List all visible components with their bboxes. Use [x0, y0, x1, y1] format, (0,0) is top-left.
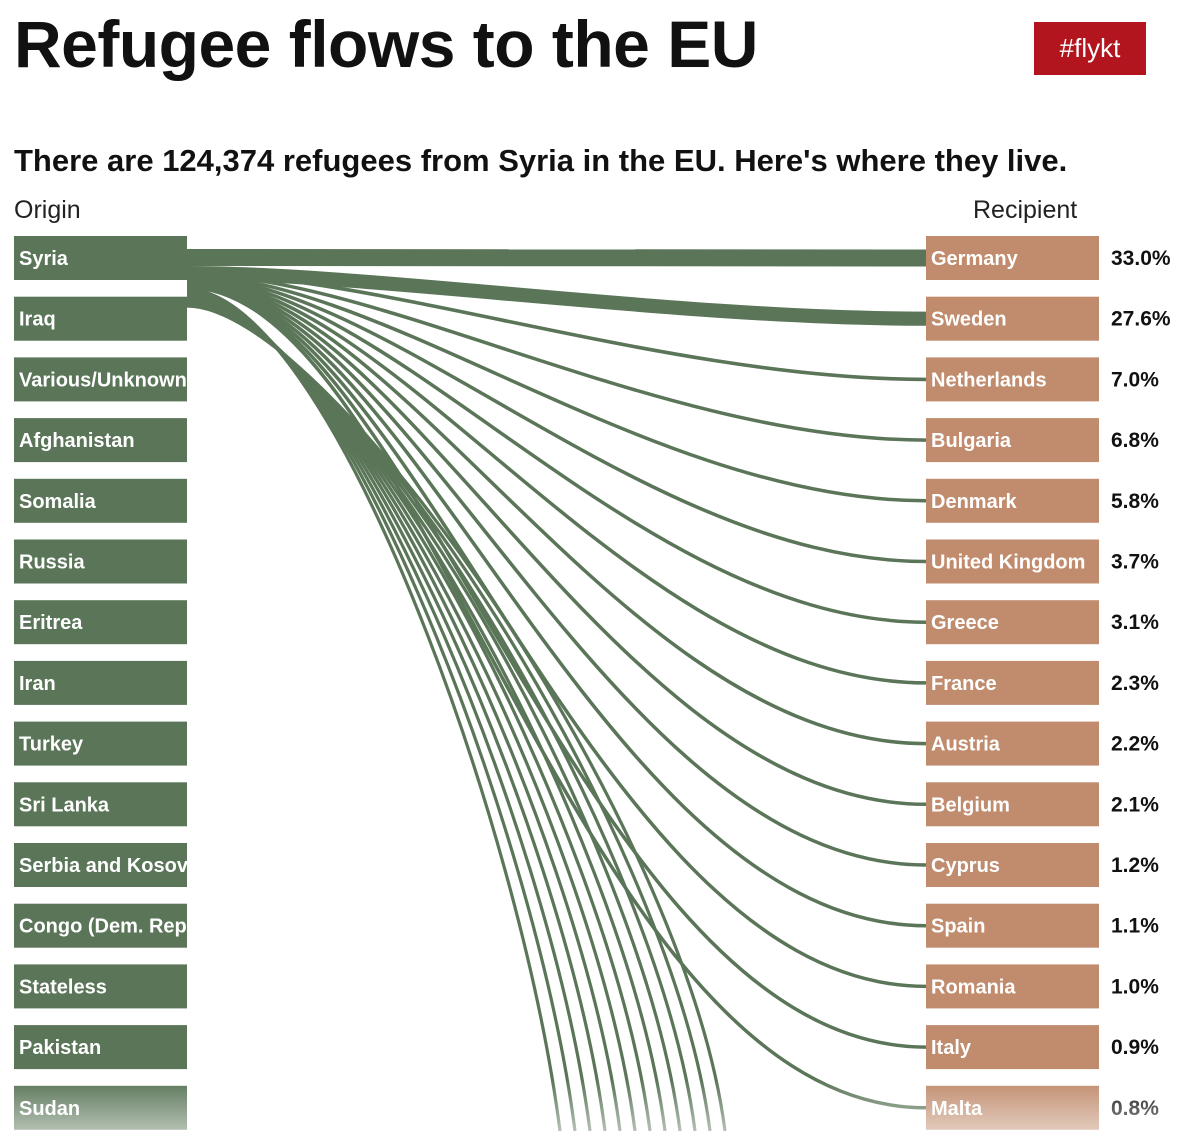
recipient-node-austria[interactable] — [926, 721, 1099, 766]
share-label-sweden: 27.6% — [1111, 308, 1171, 331]
recipient-node-spain[interactable] — [926, 903, 1099, 948]
recipient-label-italy: Italy — [931, 1037, 972, 1059]
origin-label-sudan: Sudan — [19, 1098, 80, 1120]
recipient-label-austria: Austria — [931, 734, 1001, 756]
origin-column-label: Origin — [14, 196, 81, 224]
recipient-label-united-kingdom: United Kingdom — [931, 552, 1085, 574]
share-label-germany: 33.0% — [1111, 247, 1171, 270]
origin-node-iran[interactable] — [14, 660, 187, 705]
recipient-node-bulgaria[interactable] — [926, 418, 1099, 463]
recipient-node-cyprus[interactable] — [926, 843, 1099, 887]
recipient-node-group: Germany Sweden Netherlands Bulgaria Denmark U… — [926, 236, 1099, 1130]
flow-syria-to-spain[interactable] — [186, 282, 927, 928]
origin-label-stateless: Stateless — [19, 976, 107, 998]
recipient-label-france: France — [931, 673, 997, 695]
origin-label-syria: Syria — [19, 248, 69, 270]
flow-syria-to-united-kingdom[interactable] — [186, 274, 927, 564]
recipient-label-bulgaria: Bulgaria — [931, 430, 1012, 452]
origin-label-various-unknown: Various/Unknown — [19, 369, 187, 391]
recipient-node-denmark[interactable] — [926, 478, 1099, 523]
share-label-denmark: 5.8% — [1111, 490, 1159, 513]
recipient-node-united-kingdom[interactable] — [926, 539, 1099, 584]
recipient-node-germany[interactable] — [926, 236, 1099, 280]
hashtag-button[interactable]: #flykt — [1034, 22, 1146, 75]
origin-node-somalia[interactable] — [14, 478, 187, 523]
recipient-label-romania: Romania — [931, 976, 1016, 998]
flow-syria-offscreen — [186, 304, 727, 1131]
origin-node-turkey[interactable] — [14, 721, 187, 766]
origin-label-congo-dem-rep: Congo (Dem. Rep — [19, 916, 187, 938]
recipient-node-sweden[interactable] — [926, 296, 1099, 341]
recipient-label-greece: Greece — [931, 612, 999, 634]
flow-syria-to-belgium[interactable] — [186, 279, 927, 807]
share-label-spain: 1.1% — [1111, 915, 1159, 938]
origin-node-serbia-and-kosovo[interactable] — [14, 843, 187, 887]
origin-label-russia: Russia — [19, 552, 85, 574]
origin-label-iran: Iran — [19, 673, 56, 695]
origin-label-afghanistan: Afghanistan — [19, 430, 135, 452]
recipient-label-germany: Germany — [931, 248, 1019, 270]
recipient-label-belgium: Belgium — [931, 794, 1010, 816]
origin-node-group: Syria Iraq Various/Unknown Afghanistan Somal… — [14, 236, 200, 1130]
recipient-node-netherlands[interactable] — [926, 357, 1099, 402]
origin-node-sri-lanka[interactable] — [14, 782, 187, 827]
recipient-node-france[interactable] — [926, 660, 1099, 705]
origin-label-sri-lanka: Sri Lanka — [19, 794, 110, 816]
recipient-label-netherlands: Netherlands — [931, 369, 1047, 391]
recipient-node-italy[interactable] — [926, 1025, 1099, 1070]
flow-syria-to-france[interactable] — [186, 277, 927, 685]
share-label-bulgaria: 6.8% — [1111, 429, 1159, 452]
share-label-malta: 0.8% — [1111, 1097, 1159, 1120]
recipient-label-malta: Malta — [931, 1098, 983, 1120]
flow-syria-to-sweden[interactable] — [186, 265, 927, 326]
flow-syria-to-denmark[interactable] — [186, 273, 927, 503]
origin-label-eritrea: Eritrea — [19, 612, 83, 634]
origin-node-congo-dem-rep[interactable] — [14, 903, 187, 948]
origin-node-various-unknown[interactable] — [14, 357, 187, 402]
recipient-column-label: Recipient — [973, 196, 1078, 224]
flow-syria-to-italy[interactable] — [186, 284, 927, 1049]
recipient-label-spain: Spain — [931, 916, 985, 938]
origin-label-somalia: Somalia — [19, 491, 97, 513]
flow-syria-to-germany[interactable] — [186, 249, 927, 267]
origin-node-pakistan[interactable] — [14, 1025, 187, 1070]
flow-syria-to-greece[interactable] — [186, 275, 927, 624]
share-label-netherlands: 7.0% — [1111, 368, 1159, 391]
origin-label-iraq: Iraq — [19, 309, 56, 331]
share-label-cyprus: 1.2% — [1111, 854, 1159, 877]
flow-syria-to-austria[interactable] — [186, 278, 927, 746]
origin-node-syria[interactable] — [14, 236, 187, 280]
share-label-belgium: 2.1% — [1111, 793, 1159, 816]
share-label-greece: 3.1% — [1111, 611, 1159, 634]
share-label-group: 33.0% 27.6% 7.0% 6.8% 5.8% 3.7% 3.1% 2.3% 2.2% 2.… — [1111, 247, 1171, 1120]
recipient-node-greece[interactable] — [926, 600, 1099, 645]
share-label-austria: 2.2% — [1111, 733, 1159, 756]
share-label-france: 2.3% — [1111, 672, 1159, 695]
recipient-label-cyprus: Cyprus — [931, 855, 1000, 877]
recipient-label-sweden: Sweden — [931, 309, 1007, 331]
flow-syria-to-netherlands[interactable] — [186, 270, 927, 382]
origin-node-stateless[interactable] — [14, 964, 187, 1009]
page-title: Refugee flows to the EU — [14, 7, 758, 81]
origin-node-iraq[interactable] — [14, 296, 187, 341]
chart-subtitle: There are 124,374 refugees from Syria in… — [14, 143, 1068, 178]
share-label-romania: 1.0% — [1111, 975, 1159, 998]
origin-node-eritrea[interactable] — [14, 600, 187, 645]
origin-node-afghanistan[interactable] — [14, 418, 187, 463]
recipient-node-belgium[interactable] — [926, 782, 1099, 827]
share-label-italy: 0.9% — [1111, 1036, 1159, 1059]
recipient-node-romania[interactable] — [926, 964, 1099, 1009]
recipient-label-denmark: Denmark — [931, 491, 1017, 513]
flow-group — [186, 249, 927, 1131]
origin-label-serbia-and-kosovo: Serbia and Kosovo — [19, 855, 200, 877]
flow-syria-to-cyprus[interactable] — [186, 280, 927, 867]
origin-node-russia[interactable] — [14, 539, 187, 584]
origin-label-turkey: Turkey — [19, 734, 84, 756]
origin-label-pakistan: Pakistan — [19, 1037, 101, 1059]
flow-syria-to-malta[interactable] — [186, 285, 927, 1110]
flow-syria-to-bulgaria[interactable] — [186, 272, 927, 442]
share-label-united-kingdom: 3.7% — [1111, 551, 1159, 574]
